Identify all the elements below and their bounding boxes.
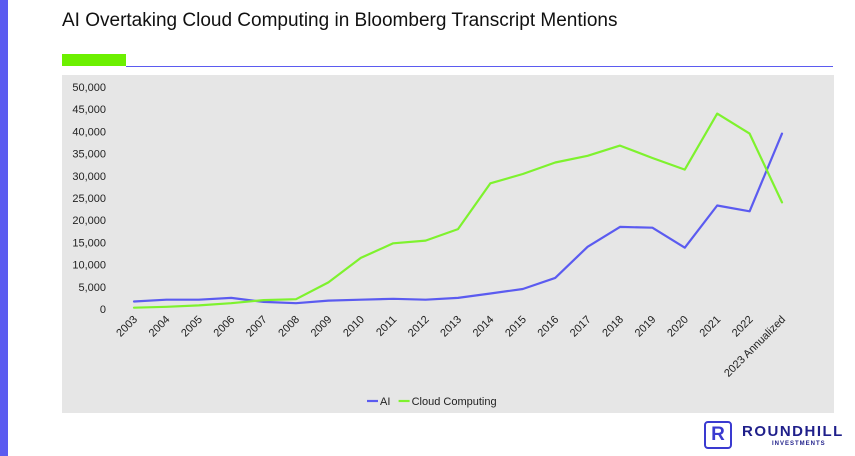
series-line-ai: [132, 132, 784, 305]
y-tick-label: 10,000: [72, 260, 106, 272]
x-tick-label: 2004: [147, 314, 173, 340]
y-tick-label: 30,000: [72, 171, 106, 183]
y-tick-label: 0: [100, 304, 106, 316]
x-tick-label: 2023 Annualized: [722, 314, 788, 380]
x-tick-label: 2017: [568, 314, 594, 340]
x-tick-label: 2019: [633, 314, 659, 340]
series-lines: [132, 112, 784, 309]
logo-name: ROUNDHILL: [742, 423, 844, 440]
x-tick-label: 2013: [438, 314, 464, 340]
x-tick-label: 2011: [374, 314, 399, 339]
series-line-cloud-computing: [132, 112, 784, 309]
y-tick-label: 5,000: [78, 282, 106, 294]
logo-subtitle: INVESTMENTS: [772, 441, 826, 447]
x-tick-label: 2020: [665, 314, 691, 340]
chart-legend: AI Cloud Computing: [367, 396, 497, 408]
x-tick-label: 2015: [503, 314, 529, 340]
title-accent-block: [62, 54, 126, 66]
chart-background: [62, 75, 834, 413]
y-tick-label: 20,000: [72, 215, 106, 227]
y-tick-label: 50,000: [72, 82, 106, 94]
legend-label: Cloud Computing: [412, 396, 497, 408]
x-tick-label: 2021: [698, 314, 724, 340]
y-axis-ticks: 50,000 45,000 40,000 35,000 30,000 25,000 20,0…: [72, 82, 106, 316]
title-divider: [126, 66, 833, 67]
x-tick-label: 2012: [406, 314, 432, 340]
page-title: AI Overtaking Cloud Computing in Bloombe…: [62, 10, 618, 31]
roundhill-logo: R ROUNDHILL INVESTMENTS: [704, 420, 854, 452]
x-tick-label: 2007: [244, 314, 270, 340]
x-tick-label: 2008: [276, 314, 302, 340]
x-axis-ticks: 2003 2004 2005 2006 2007 2008 2009 2010 2011 2012…: [114, 314, 788, 380]
y-tick-label: 15,000: [72, 237, 106, 249]
x-tick-label: 2010: [341, 314, 367, 340]
x-tick-label: 2005: [179, 314, 205, 340]
legend-label: AI: [380, 396, 390, 408]
x-tick-label: 2016: [536, 314, 562, 340]
x-tick-label: 2003: [114, 314, 140, 340]
logo-mark: R: [704, 421, 732, 449]
y-tick-label: 40,000: [72, 126, 106, 138]
x-tick-label: 2022: [730, 314, 756, 340]
y-tick-label: 25,000: [72, 193, 106, 205]
x-tick-label: 2014: [471, 314, 497, 340]
y-tick-label: 35,000: [72, 149, 106, 161]
x-tick-label: 2018: [600, 314, 626, 340]
x-tick-label: 2006: [212, 314, 238, 340]
y-tick-label: 45,000: [72, 104, 106, 116]
x-tick-label: 2009: [309, 314, 335, 340]
side-accent-bar: [0, 0, 8, 456]
